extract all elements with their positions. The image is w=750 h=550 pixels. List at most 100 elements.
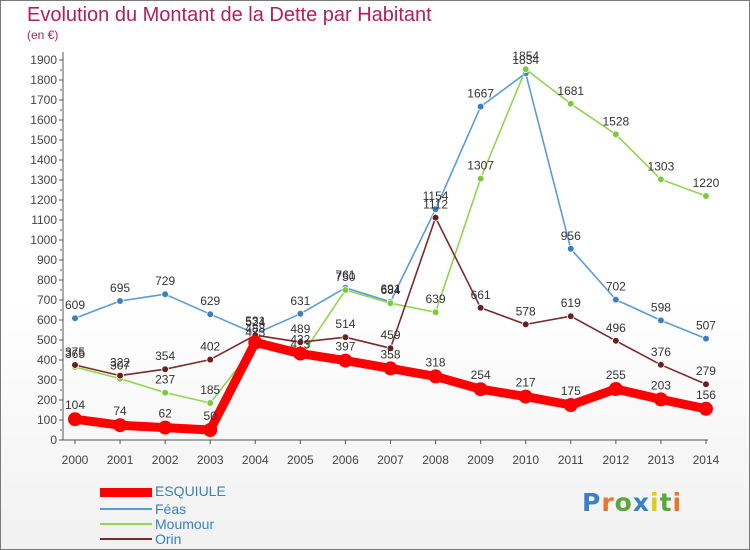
data-label-esquiule: 156	[696, 388, 716, 402]
data-label-esquiule: 318	[426, 355, 446, 369]
y-tick-label: 700	[37, 293, 57, 307]
data-label-moumour: 1528	[602, 114, 629, 128]
x-tick-label: 2005	[287, 453, 314, 467]
logo-letter: o	[614, 488, 633, 517]
data-label-moumour: 684	[380, 283, 400, 297]
data-point-feas	[161, 290, 169, 299]
x-tick-label: 2009	[467, 453, 494, 467]
legend-item-esquiule: ESQUIULE	[100, 483, 300, 500]
data-label-moumour: 237	[155, 373, 175, 387]
data-label-orin: 514	[335, 317, 355, 331]
x-tick-label: 2004	[242, 453, 269, 467]
data-point-feas	[657, 316, 665, 325]
y-tick-label: 1700	[30, 93, 57, 107]
data-label-moumour: 1307	[467, 159, 494, 173]
data-point-orin	[341, 333, 350, 342]
y-tick-label: 400	[37, 353, 57, 367]
data-point-esquiule	[158, 420, 173, 435]
data-label-esquiule: 175	[561, 384, 581, 398]
y-tick-label: 500	[37, 333, 57, 347]
data-label-orin: 524	[245, 315, 265, 329]
data-label-moumour: 1681	[557, 84, 584, 98]
data-point-orin	[612, 336, 620, 345]
data-label-orin: 578	[516, 304, 536, 318]
y-tick-label: 800	[37, 273, 57, 287]
data-point-moumour	[476, 174, 485, 183]
data-point-moumour	[341, 286, 350, 294]
data-label-orin: 279	[696, 364, 716, 378]
data-label-esquiule: 488	[245, 321, 265, 335]
data-point-orin	[386, 344, 395, 353]
x-tick-label: 2002	[152, 453, 179, 467]
legend-label-orin: Orin	[155, 531, 182, 547]
data-point-esquiule	[248, 335, 263, 350]
logo-letter: i	[650, 488, 660, 517]
logo-letter: t	[659, 488, 673, 517]
data-label-moumour: 307	[110, 359, 130, 373]
x-tick-label: 2012	[602, 453, 629, 467]
data-label-moumour: 1220	[693, 176, 720, 190]
chart-title: Evolution du Montant de la Dette par Hab…	[27, 4, 432, 26]
data-point-feas	[702, 334, 710, 343]
y-tick-label: 1300	[30, 173, 57, 187]
y-tick-label: 1900	[30, 53, 57, 67]
data-point-feas	[612, 295, 620, 304]
data-point-feas	[431, 205, 440, 214]
data-label-feas: 956	[561, 229, 581, 243]
data-point-moumour	[386, 299, 395, 308]
y-tick-label: 1500	[30, 133, 57, 147]
data-point-esquiule	[563, 398, 578, 412]
y-tick-label: 0	[50, 433, 57, 447]
data-point-orin	[657, 360, 665, 369]
data-label-feas: 507	[696, 319, 716, 333]
data-point-feas	[71, 314, 79, 323]
legend-swatch-feas	[100, 508, 152, 510]
y-tick-label: 1000	[30, 233, 57, 247]
data-label-esquiule: 104	[65, 398, 85, 412]
data-point-orin	[206, 355, 215, 364]
legend-item-feas: Féas	[100, 501, 300, 517]
data-point-esquiule	[113, 418, 128, 433]
data-point-moumour	[161, 388, 169, 397]
chart-subtitle: (en €)	[27, 28, 59, 42]
legend-item-moumour: Moumour	[100, 516, 300, 532]
data-label-esquiule: 203	[651, 378, 671, 392]
legend-label-feas: Féas	[155, 501, 187, 517]
data-label-orin: 375	[65, 345, 85, 359]
y-tick-label: 300	[37, 373, 57, 387]
data-label-esquiule: 74	[113, 404, 127, 418]
data-point-moumour	[657, 175, 665, 184]
data-point-esquiule	[338, 353, 353, 368]
data-point-esquiule	[68, 412, 82, 427]
data-label-esquiule: 432	[290, 333, 310, 347]
logo-letter: P	[582, 488, 602, 517]
data-point-feas	[566, 245, 575, 253]
data-label-esquiule: 62	[158, 407, 172, 421]
data-label-feas: 1667	[467, 87, 494, 101]
y-tick-label: 1600	[30, 113, 57, 127]
data-label-feas: 1154	[423, 189, 449, 203]
legend-label-esquiule: ESQUIULE	[155, 483, 226, 499]
data-point-esquiule	[518, 389, 533, 404]
data-point-moumour	[206, 399, 215, 407]
data-label-esquiule: 397	[335, 340, 355, 354]
data-point-moumour	[431, 308, 440, 317]
x-tick-label: 2006	[332, 453, 359, 467]
logo-letter: r	[601, 488, 615, 517]
data-label-orin: 354	[155, 349, 175, 363]
data-label-feas: 531	[245, 314, 265, 328]
y-tick-label: 1400	[30, 153, 57, 167]
data-label-feas: 691	[380, 282, 400, 296]
proxiti-logo: Proxiti	[582, 488, 682, 517]
data-label-esquiule: 50	[204, 409, 218, 423]
data-point-orin	[161, 365, 169, 374]
y-tick-label: 1100	[31, 213, 57, 227]
data-point-feas	[296, 309, 305, 318]
data-label-orin: 489	[290, 322, 310, 336]
x-tick-label: 2003	[197, 453, 224, 467]
data-label-feas: 609	[65, 298, 85, 312]
data-label-orin: 459	[380, 328, 400, 342]
data-label-esquiule: 254	[471, 368, 491, 382]
data-point-feas	[206, 310, 215, 319]
